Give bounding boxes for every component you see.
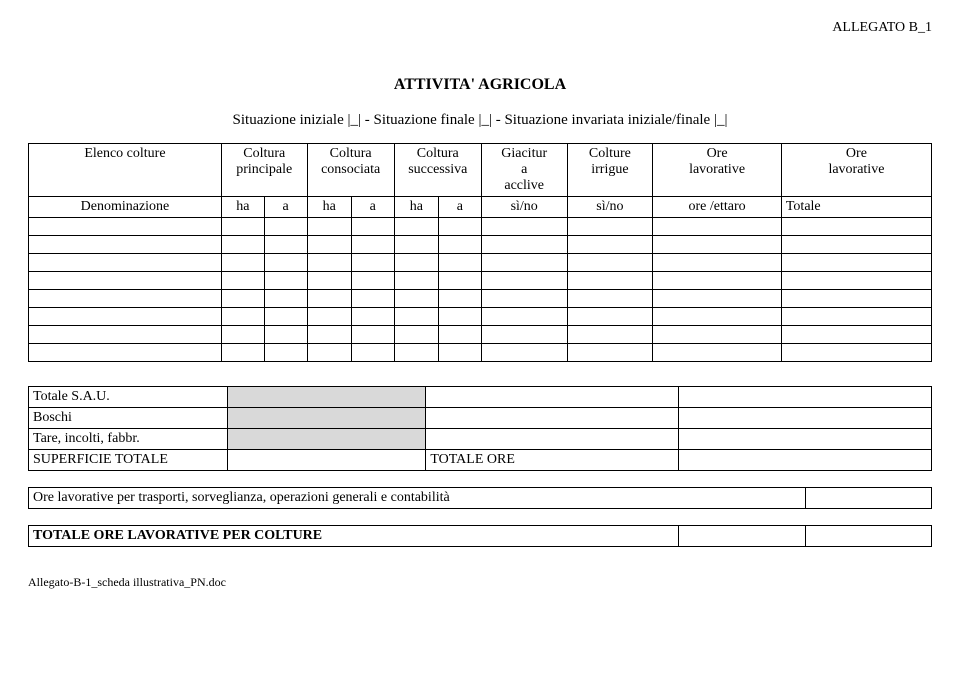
table-row (29, 326, 932, 344)
table-row (29, 218, 932, 236)
col-giacitura: Giacitur a acclive (481, 144, 567, 197)
col-consociata-l1: Coltura (330, 146, 372, 161)
col-irrigue: Colture irrigue (567, 144, 653, 197)
col-consociata: Coltura consociata (307, 144, 394, 197)
col-giac-l2: a (521, 162, 527, 177)
col-colture-l2: irrigue (591, 162, 628, 177)
col-consociata-l2: consociata (321, 162, 380, 177)
cell-blank (426, 429, 679, 450)
sub-a-2: a (351, 197, 394, 218)
ore-lavorative-table: Ore lavorative per trasporti, sorveglian… (28, 487, 932, 509)
table-row (29, 290, 932, 308)
cell-blank (805, 526, 931, 547)
cell-blank (679, 450, 932, 471)
table-row (29, 308, 932, 326)
col-giac-l1: Giacitur (501, 146, 547, 161)
lbl-totale-ore: TOTALE ORE (426, 450, 679, 471)
cell-shade (227, 408, 426, 429)
col-ore2-l1: Ore (846, 146, 867, 161)
cell-shade (227, 429, 426, 450)
cell-blank (679, 429, 932, 450)
col-ore2: Ore lavorative (781, 144, 931, 197)
summary-row-superficie: SUPERFICIE TOTALE TOTALE ORE (29, 450, 932, 471)
sub-totale: Totale (781, 197, 931, 218)
sub-sino-2: sì/no (567, 197, 653, 218)
summary-table: Totale S.A.U. Boschi Tare, incolti, fabb… (28, 386, 932, 471)
sub-sino-1: sì/no (481, 197, 567, 218)
cell-blank (805, 488, 931, 509)
col-successiva-l1: Coltura (417, 146, 459, 161)
page-subtitle: Situazione iniziale |_| - Situazione fin… (28, 112, 932, 129)
sub-a-3: a (438, 197, 481, 218)
totale-ore-table: TOTALE ORE LAVORATIVE PER COLTURE (28, 525, 932, 547)
col-ore1-l1: Ore (707, 146, 728, 161)
col-principale-l2: principale (236, 162, 292, 177)
summary-row-sau: Totale S.A.U. (29, 387, 932, 408)
sub-oreett: ore /ettaro (653, 197, 782, 218)
totale-ore-text: TOTALE ORE LAVORATIVE PER COLTURE (29, 526, 679, 547)
lbl-tare: Tare, incolti, fabbr. (29, 429, 228, 450)
lbl-superficie: SUPERFICIE TOTALE (29, 450, 228, 471)
cell-blank (679, 408, 932, 429)
col-principale: Coltura principale (221, 144, 307, 197)
sub-a-1: a (264, 197, 307, 218)
allegato-header: ALLEGATO B_1 (28, 20, 932, 36)
col-elenco: Elenco colture (29, 144, 222, 197)
cell-blank (426, 408, 679, 429)
page-title: ATTIVITA' AGRICOLA (28, 76, 932, 94)
summary-row-boschi: Boschi (29, 408, 932, 429)
col-principale-l1: Coltura (243, 146, 285, 161)
sub-ha-1: ha (221, 197, 264, 218)
sub-ha-3: ha (394, 197, 438, 218)
sub-denom: Denominazione (29, 197, 222, 218)
cell-blank (426, 387, 679, 408)
cell-blank (679, 387, 932, 408)
table-row (29, 272, 932, 290)
lbl-boschi: Boschi (29, 408, 228, 429)
summary-row-tare: Tare, incolti, fabbr. (29, 429, 932, 450)
col-successiva: Coltura successiva (394, 144, 481, 197)
col-colture-l1: Colture (589, 146, 631, 161)
table-row (29, 254, 932, 272)
col-successiva-l2: successiva (408, 162, 467, 177)
cell-blank (679, 526, 805, 547)
col-ore2-l2: lavorative (828, 162, 884, 177)
footer-filename: Allegato-B-1_scheda illustrativa_PN.doc (28, 575, 932, 590)
col-ore1: Ore lavorative (653, 144, 782, 197)
sub-ha-2: ha (307, 197, 351, 218)
lbl-sau: Totale S.A.U. (29, 387, 228, 408)
table-row (29, 236, 932, 254)
col-ore1-l2: lavorative (689, 162, 745, 177)
table-row (29, 344, 932, 362)
col-giac-l3: acclive (504, 178, 544, 193)
cell-shade (227, 387, 426, 408)
colture-table: Elenco colture Coltura principale Coltur… (28, 143, 932, 362)
ore-lavorative-text: Ore lavorative per trasporti, sorveglian… (29, 488, 806, 509)
cell-blank (227, 450, 426, 471)
